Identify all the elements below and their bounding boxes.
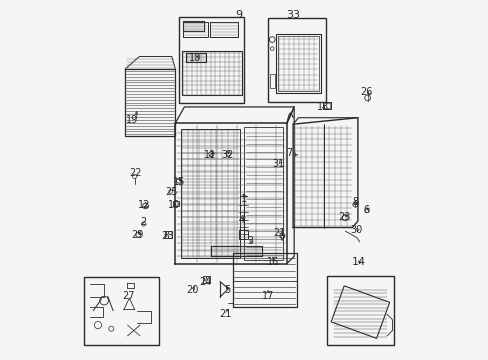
Text: 1: 1 (240, 194, 246, 204)
Text: 24: 24 (199, 276, 211, 287)
Bar (244, 127, 283, 260)
Text: 5: 5 (224, 285, 230, 295)
Text: 28: 28 (162, 231, 174, 241)
Text: 31: 31 (272, 159, 284, 169)
Text: 11: 11 (204, 150, 216, 160)
Text: 13: 13 (316, 102, 328, 112)
Bar (326, 276, 393, 345)
Text: 26: 26 (360, 87, 372, 97)
Text: 16: 16 (266, 257, 278, 267)
Bar (179, 17, 244, 103)
Text: 21: 21 (273, 228, 285, 238)
Bar (267, 18, 325, 102)
Bar (181, 129, 240, 258)
Bar (182, 51, 241, 95)
Bar (275, 34, 320, 93)
Text: 19: 19 (126, 114, 138, 125)
Text: 12: 12 (138, 200, 150, 210)
Text: 21: 21 (219, 309, 231, 319)
Text: 17: 17 (261, 291, 274, 301)
Bar (239, 230, 247, 239)
Bar (84, 277, 159, 345)
Text: 27: 27 (122, 291, 135, 301)
Text: 33: 33 (285, 10, 300, 20)
Text: 15: 15 (172, 177, 185, 187)
Bar (277, 36, 318, 91)
Text: 3: 3 (246, 236, 252, 246)
Text: 23: 23 (338, 212, 350, 222)
Text: 4: 4 (238, 215, 244, 225)
Bar (269, 74, 275, 88)
Text: 29: 29 (131, 230, 143, 240)
Text: 25: 25 (164, 186, 177, 197)
Text: 8: 8 (351, 197, 358, 207)
Text: 32: 32 (221, 150, 233, 160)
Text: 30: 30 (350, 225, 362, 235)
Text: 6: 6 (363, 204, 369, 215)
Text: 18: 18 (188, 53, 201, 63)
Text: 22: 22 (129, 168, 142, 178)
Text: 14: 14 (351, 257, 366, 267)
Text: 20: 20 (186, 285, 198, 295)
Text: 10: 10 (168, 200, 180, 210)
Text: 7: 7 (286, 148, 292, 158)
Text: 2: 2 (140, 217, 146, 228)
Text: 9: 9 (235, 10, 242, 20)
